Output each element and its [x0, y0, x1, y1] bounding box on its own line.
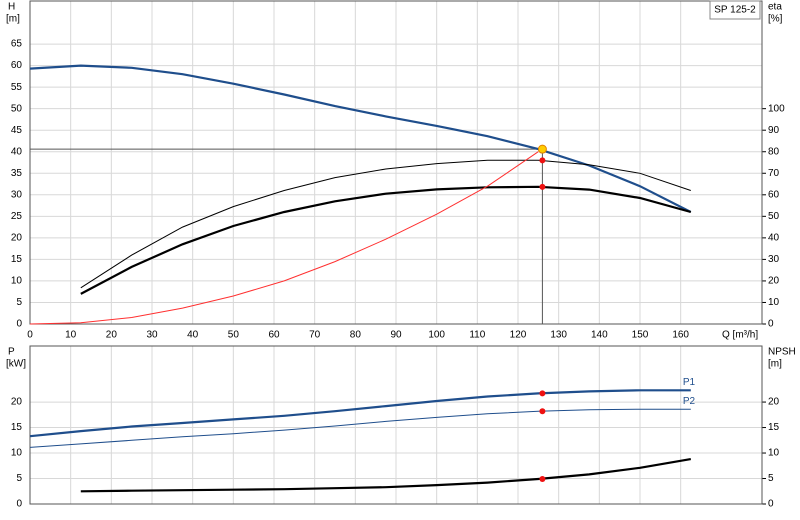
- y-axis-label: P: [8, 347, 15, 358]
- y-tick-label: 60: [11, 60, 23, 71]
- plot-frame: [29, 345, 763, 505]
- x-tick-label: 60: [268, 330, 280, 341]
- y-tick-label: 20: [11, 397, 23, 408]
- y2-tick-label: 100: [768, 103, 785, 114]
- x-tick-label: 20: [106, 330, 118, 341]
- y-tick-label: 20: [11, 233, 23, 244]
- y2-tick-label: 20: [768, 397, 780, 408]
- y-tick-label: 40: [11, 146, 23, 157]
- x-tick-label: 100: [428, 330, 445, 341]
- y-tick-label: 15: [11, 422, 23, 433]
- x-tick-label: 10: [65, 330, 77, 341]
- curve: [29, 408, 691, 448]
- y-tick-label: 65: [11, 39, 23, 50]
- curve: [29, 64, 692, 213]
- y-tick-label: 45: [11, 125, 23, 136]
- y-tick-label: 10: [11, 276, 23, 287]
- y-tick-label: 50: [11, 103, 23, 114]
- x-tick-label: 30: [146, 330, 158, 341]
- x-tick-label: 80: [350, 330, 362, 341]
- y2-axis-label: NPSH: [768, 347, 796, 358]
- y2-tick-label: 10: [768, 448, 780, 459]
- x-tick-label: 160: [672, 330, 689, 341]
- x-tick-label: 130: [550, 330, 567, 341]
- series-label: P2: [683, 396, 696, 407]
- chart-title: SP 125-2: [714, 5, 756, 16]
- y2-tick-label: 40: [768, 233, 780, 244]
- series-label: P1: [683, 377, 696, 388]
- operating-point: [539, 157, 546, 164]
- x-tick-label: 120: [510, 330, 527, 341]
- operating-point: [539, 390, 546, 397]
- y-tick-label: 0: [16, 319, 22, 330]
- y2-tick-label: 5: [768, 473, 774, 484]
- operating-point: [539, 476, 546, 483]
- y2-tick-label: 0: [768, 499, 774, 510]
- y-tick-label: 0: [16, 499, 22, 510]
- y2-tick-label: 70: [768, 168, 780, 179]
- y2-tick-label: 50: [768, 211, 780, 222]
- y-tick-label: 55: [11, 82, 23, 93]
- y2-tick-label: 10: [768, 297, 780, 308]
- operating-point: [539, 408, 546, 415]
- y-tick-label: 15: [11, 254, 23, 265]
- y-tick-label: 5: [16, 297, 22, 308]
- title-box: [709, 0, 761, 20]
- y2-tick-label: 90: [768, 125, 780, 136]
- y-tick-label: 30: [11, 189, 23, 200]
- y2-tick-label: 0: [768, 319, 774, 330]
- x-tick-label: 40: [187, 330, 199, 341]
- curve: [80, 159, 691, 289]
- curve: [80, 185, 692, 295]
- plot-frame: [29, 0, 763, 325]
- y2-axis-label: eta: [768, 2, 782, 13]
- y2-axis-unit: [%]: [768, 14, 783, 25]
- operating-point: [537, 144, 547, 154]
- x-tick-label: 50: [228, 330, 240, 341]
- curve: [29, 389, 691, 438]
- y2-tick-label: 80: [768, 146, 780, 157]
- x-tick-label: 150: [632, 330, 649, 341]
- y2-tick-label: 30: [768, 254, 780, 265]
- x-tick-label: 0: [27, 330, 33, 341]
- y2-axis-unit: [m]: [768, 359, 782, 370]
- x-tick-label: 70: [309, 330, 321, 341]
- y-tick-label: 10: [11, 448, 23, 459]
- y-axis-label: H: [8, 2, 15, 13]
- x-tick-label: 90: [390, 330, 402, 341]
- x-tick-label: 110: [469, 330, 485, 341]
- y-axis-unit: [m]: [6, 14, 20, 25]
- y-tick-label: 35: [11, 168, 23, 179]
- y2-tick-label: 60: [768, 189, 780, 200]
- curve: [29, 151, 539, 325]
- y-tick-label: 25: [11, 211, 23, 222]
- y2-tick-label: 20: [768, 276, 780, 287]
- operating-point: [539, 183, 546, 190]
- curve: [80, 458, 691, 493]
- y-axis-unit: [kW]: [6, 359, 26, 370]
- x-tick-label: 140: [591, 330, 608, 341]
- x-axis-label: Q [m³/h]: [722, 330, 758, 341]
- y-tick-label: 5: [16, 473, 22, 484]
- y2-tick-label: 15: [768, 422, 780, 433]
